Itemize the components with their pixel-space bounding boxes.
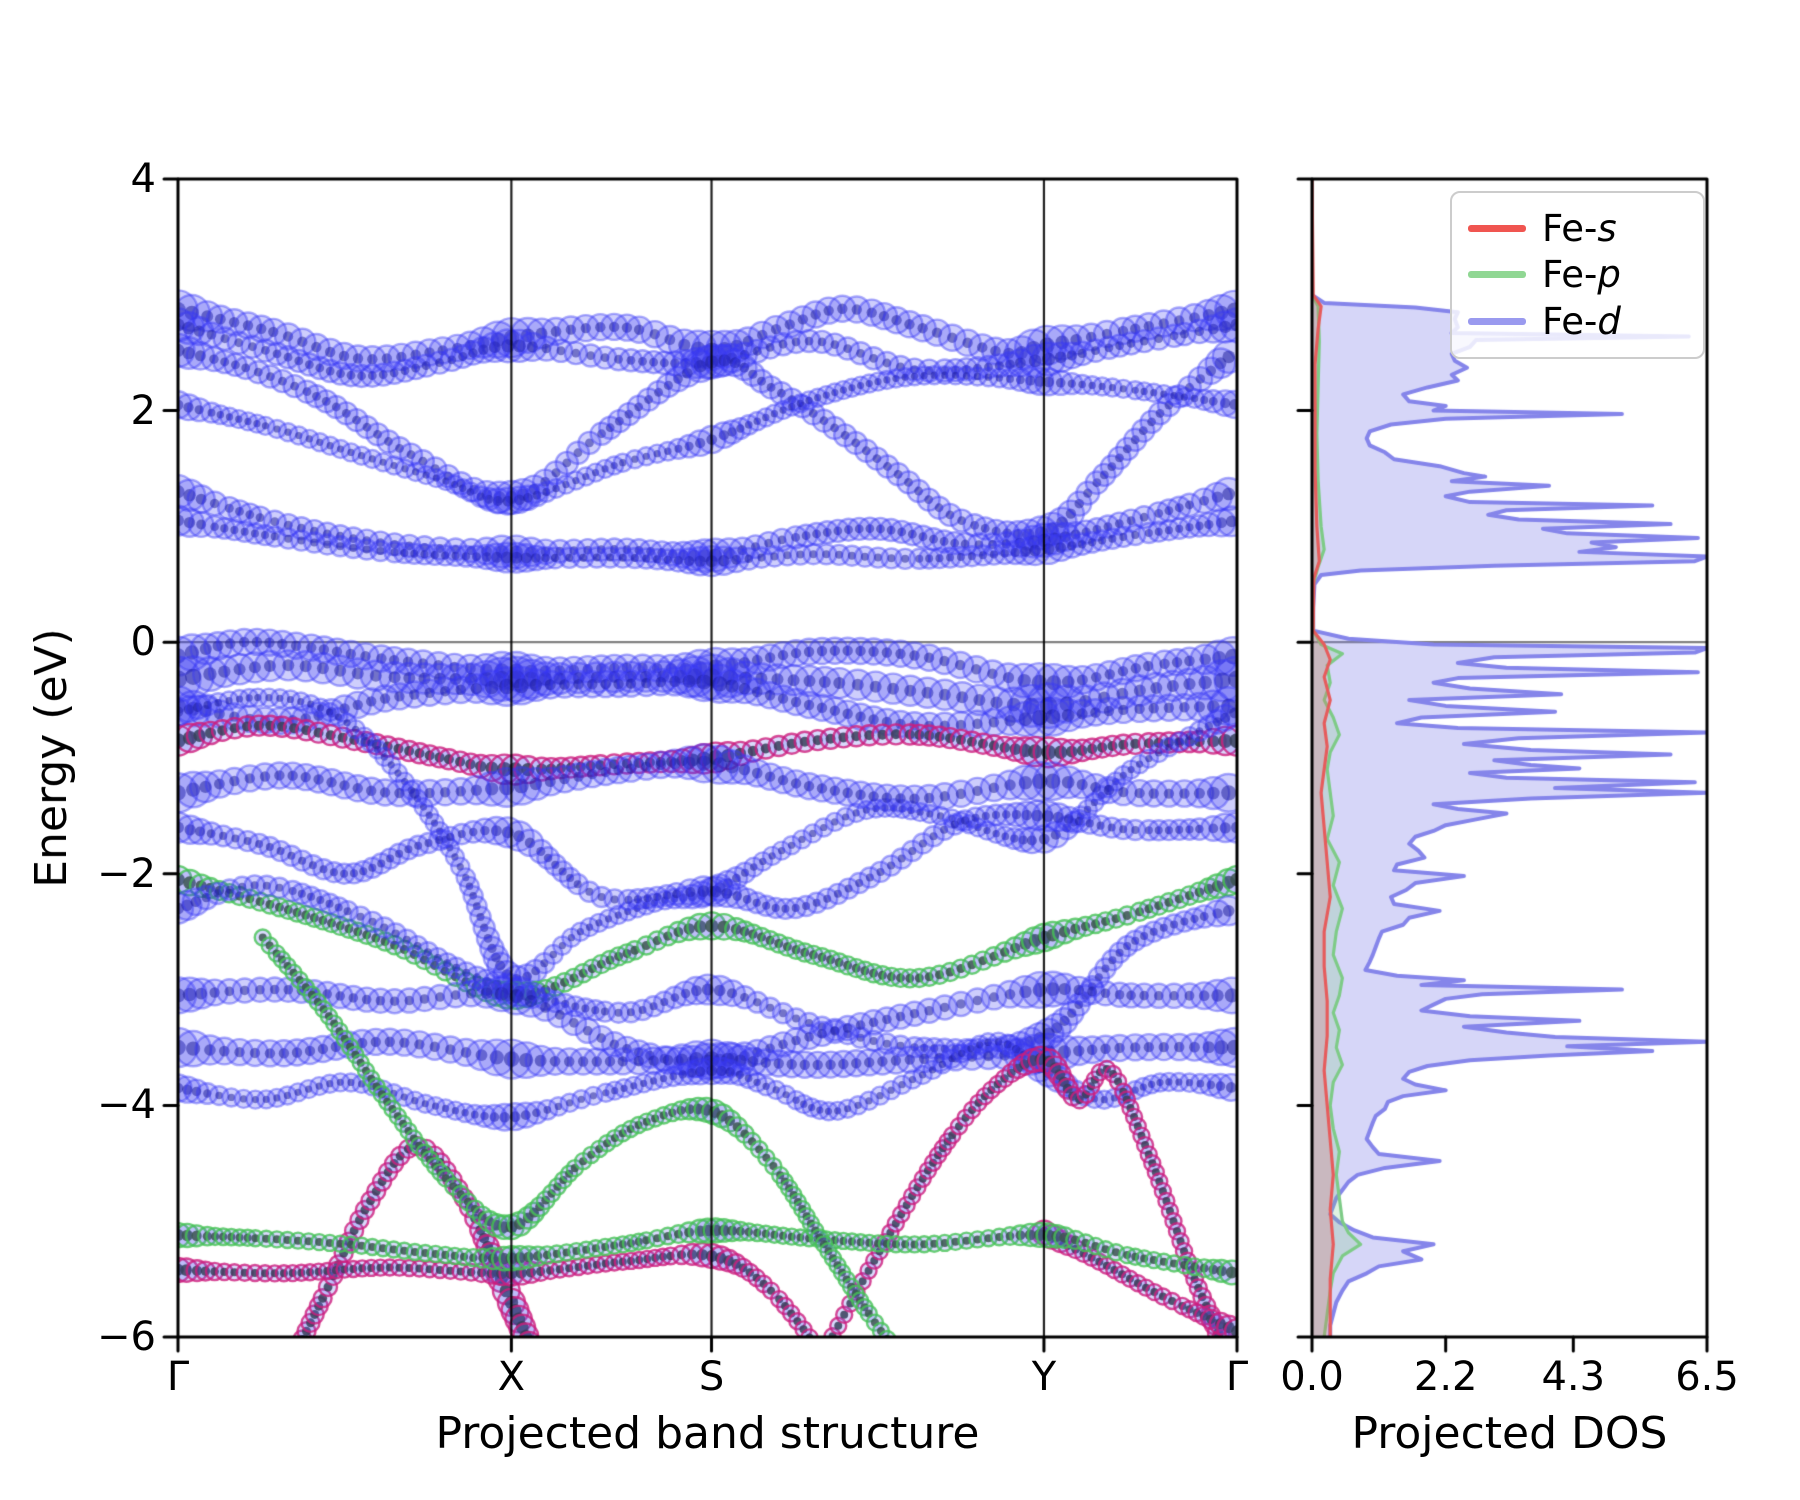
kpoint-label: X	[497, 1354, 526, 1400]
y-tick-label: 0	[130, 619, 156, 666]
dos-tick-label: 6.5	[1675, 1354, 1739, 1400]
kpoint-label: S	[698, 1354, 725, 1400]
legend-item: Fe-d	[1468, 299, 1683, 345]
y-axis-label: Energy (eV)	[26, 628, 77, 888]
legend-label: Fe-s	[1542, 206, 1617, 250]
legend-item: Fe-s	[1468, 205, 1683, 251]
y-tick-label: −6	[97, 1314, 156, 1360]
y-tick-label: −2	[97, 850, 156, 897]
legend-label: Fe-p	[1542, 253, 1621, 297]
legend-line-swatch	[1468, 271, 1526, 279]
y-tick-label: 4	[130, 156, 156, 202]
legend-item: Fe-p	[1468, 252, 1683, 298]
band-x-axis-label: Projected band structure	[435, 1408, 980, 1459]
dos-x-axis-label: Projected DOS	[1351, 1408, 1668, 1459]
dos-tick-label: 2.2	[1413, 1354, 1478, 1400]
dos-tick-label: 0.0	[1280, 1354, 1344, 1400]
legend-label: Fe-d	[1542, 300, 1621, 344]
kpoint-label: Γ	[1225, 1354, 1249, 1400]
legend-line-swatch	[1468, 224, 1526, 232]
y-tick-label: −4	[97, 1082, 156, 1129]
kpoint-label: Γ	[166, 1354, 190, 1400]
kpoint-label: Y	[1031, 1354, 1057, 1400]
legend-line-swatch	[1468, 318, 1526, 326]
dos-tick-label: 4.3	[1541, 1354, 1606, 1400]
legend: Fe-s Fe-p Fe-d	[1450, 191, 1705, 359]
y-tick-label: 2	[130, 387, 156, 434]
